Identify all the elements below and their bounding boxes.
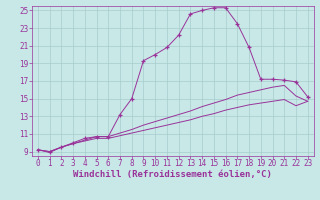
- X-axis label: Windchill (Refroidissement éolien,°C): Windchill (Refroidissement éolien,°C): [73, 170, 272, 179]
